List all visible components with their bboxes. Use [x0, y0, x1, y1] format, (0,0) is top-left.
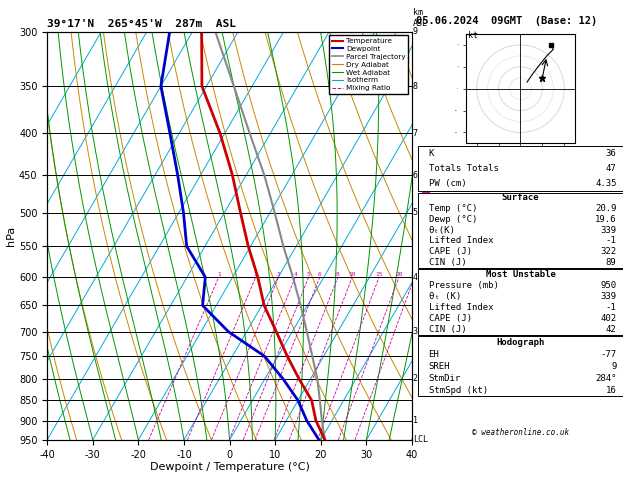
Text: 4: 4: [294, 272, 298, 277]
Text: 1: 1: [413, 416, 418, 425]
Text: PW (cm): PW (cm): [428, 179, 466, 188]
FancyBboxPatch shape: [418, 146, 623, 191]
Text: 2: 2: [254, 272, 257, 277]
FancyBboxPatch shape: [418, 336, 623, 396]
Text: LCL: LCL: [413, 435, 428, 444]
Text: 42: 42: [606, 325, 616, 334]
Text: 4.35: 4.35: [595, 179, 616, 188]
Text: 9: 9: [611, 362, 616, 371]
Text: Dewp (°C): Dewp (°C): [428, 215, 477, 224]
Text: Pressure (mb): Pressure (mb): [428, 281, 498, 290]
Text: -77: -77: [601, 349, 616, 359]
Text: kt: kt: [468, 32, 478, 40]
Text: 39°17'N  265°45'W  287m  ASL: 39°17'N 265°45'W 287m ASL: [47, 19, 236, 30]
Text: 6: 6: [413, 171, 418, 180]
Text: 8: 8: [336, 272, 340, 277]
Text: 19.6: 19.6: [595, 215, 616, 224]
Text: -1: -1: [606, 303, 616, 312]
Text: 284°: 284°: [595, 374, 616, 383]
Text: 47: 47: [606, 164, 616, 173]
Text: 950: 950: [601, 281, 616, 290]
Text: 3: 3: [413, 327, 418, 336]
Text: 9: 9: [413, 27, 418, 36]
Text: Most Unstable: Most Unstable: [486, 270, 555, 278]
Y-axis label: hPa: hPa: [6, 226, 16, 246]
Text: Surface: Surface: [502, 193, 539, 202]
FancyBboxPatch shape: [418, 192, 623, 267]
Text: K: K: [428, 149, 434, 158]
Text: 20.9: 20.9: [595, 204, 616, 213]
FancyBboxPatch shape: [418, 269, 623, 335]
Text: EH: EH: [428, 349, 439, 359]
Text: 16: 16: [606, 386, 616, 395]
Text: 7: 7: [413, 129, 418, 138]
Text: 4: 4: [413, 273, 418, 281]
Text: Hodograph: Hodograph: [496, 338, 545, 347]
Text: Totals Totals: Totals Totals: [428, 164, 498, 173]
Text: SREH: SREH: [428, 362, 450, 371]
Text: 15: 15: [376, 272, 383, 277]
Text: StmSpd (kt): StmSpd (kt): [428, 386, 487, 395]
Text: 3: 3: [277, 272, 281, 277]
Text: CIN (J): CIN (J): [428, 325, 466, 334]
Text: 339: 339: [601, 292, 616, 301]
Text: 339: 339: [601, 226, 616, 235]
Text: 20: 20: [395, 272, 403, 277]
Legend: Temperature, Dewpoint, Parcel Trajectory, Dry Adiabat, Wet Adiabat, Isotherm, Mi: Temperature, Dewpoint, Parcel Trajectory…: [329, 35, 408, 94]
Text: CIN (J): CIN (J): [428, 258, 466, 267]
Text: © weatheronline.co.uk: © weatheronline.co.uk: [472, 428, 569, 437]
Text: CAPE (J): CAPE (J): [428, 247, 472, 256]
Text: Lifted Index: Lifted Index: [428, 236, 493, 245]
Text: 05.06.2024  09GMT  (Base: 12): 05.06.2024 09GMT (Base: 12): [416, 16, 598, 26]
Text: 5: 5: [413, 208, 418, 217]
Text: Temp (°C): Temp (°C): [428, 204, 477, 213]
Text: 1: 1: [217, 272, 221, 277]
Y-axis label: Mixing Ratio (g/kg): Mixing Ratio (g/kg): [419, 190, 428, 282]
Text: 8: 8: [413, 82, 418, 91]
Text: 36: 36: [606, 149, 616, 158]
Text: 322: 322: [601, 247, 616, 256]
Text: -1: -1: [606, 236, 616, 245]
Text: 6: 6: [318, 272, 322, 277]
Text: 10: 10: [348, 272, 356, 277]
Text: km
ASL: km ASL: [413, 8, 428, 28]
Text: θₜ (K): θₜ (K): [428, 292, 461, 301]
Text: 402: 402: [601, 314, 616, 323]
Text: 5: 5: [307, 272, 311, 277]
Text: StmDir: StmDir: [428, 374, 461, 383]
Text: CAPE (J): CAPE (J): [428, 314, 472, 323]
Text: Lifted Index: Lifted Index: [428, 303, 493, 312]
Text: θₜ(K): θₜ(K): [428, 226, 455, 235]
Text: 89: 89: [606, 258, 616, 267]
Text: 25: 25: [411, 272, 418, 277]
X-axis label: Dewpoint / Temperature (°C): Dewpoint / Temperature (°C): [150, 462, 309, 472]
Text: 2: 2: [413, 375, 418, 383]
